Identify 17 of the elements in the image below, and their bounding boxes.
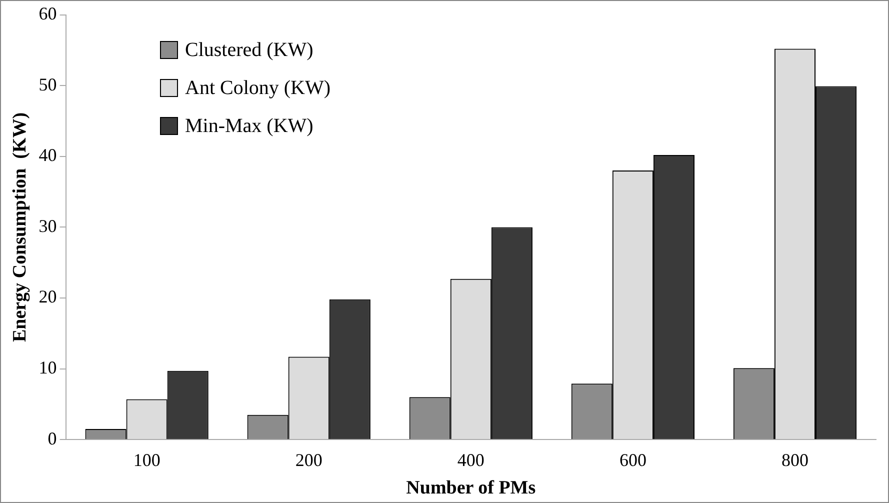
y-axis-title: Energy Consumption (KW) bbox=[9, 112, 30, 342]
y-tick-label: 10 bbox=[38, 358, 57, 378]
x-tick-label: 100 bbox=[133, 450, 160, 470]
y-tick-label: 30 bbox=[38, 216, 57, 236]
legend-label: Min-Max (KW) bbox=[185, 114, 314, 138]
y-tick-label: 40 bbox=[38, 145, 57, 166]
x-tick-label: 600 bbox=[619, 450, 646, 470]
y-tick-label: 60 bbox=[38, 4, 57, 24]
y-tick-label: 20 bbox=[38, 286, 57, 307]
legend-label: Ant Colony (KW) bbox=[185, 76, 331, 100]
x-tick-label: 200 bbox=[295, 450, 322, 470]
x-tick-label: 800 bbox=[781, 450, 808, 470]
x-tick-label: 400 bbox=[457, 450, 484, 470]
y-tick-label: 0 bbox=[48, 428, 57, 448]
y-tick-label: 50 bbox=[38, 74, 57, 94]
x-axis-title: Number of PMs bbox=[406, 478, 536, 499]
legend-label: Clustered (KW) bbox=[185, 38, 314, 62]
